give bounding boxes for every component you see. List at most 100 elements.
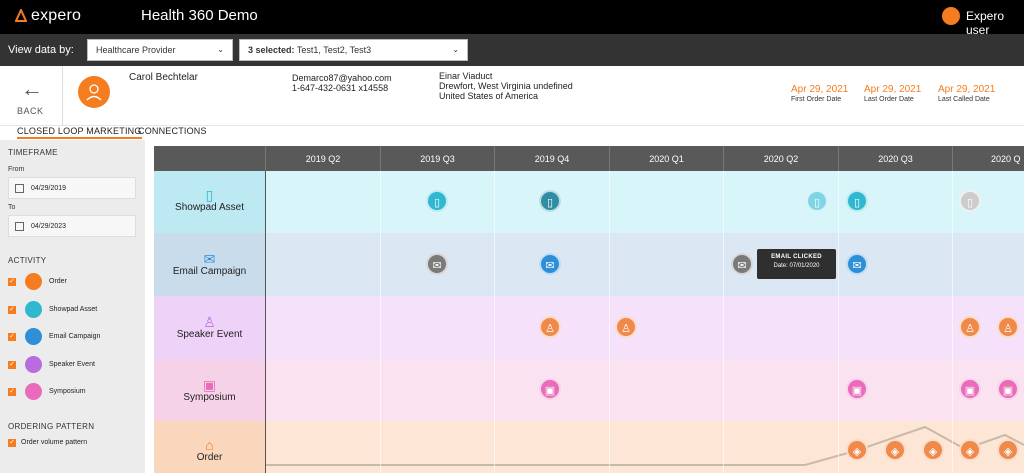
row-label-text: Order [196, 452, 223, 463]
to-date-value: 04/29/2023 [31, 223, 67, 230]
divider [838, 171, 839, 473]
checkbox[interactable]: ✓ [8, 333, 16, 341]
podium-icon[interactable]: ♙ [539, 316, 561, 338]
provider-select-value: Healthcare Provider [96, 45, 176, 55]
podium-icon[interactable]: ♙ [615, 316, 637, 338]
row-label-text: Speaker Event [176, 329, 243, 340]
row-label: ⌂ Order [154, 421, 265, 473]
envelope-icon [25, 328, 42, 345]
address-line: Drewfort, West Virginia undefined [439, 81, 573, 91]
back-label: BACK [17, 106, 44, 116]
podium-icon [25, 356, 42, 373]
timeline-grid: 2019 Q2 2019 Q3 2019 Q4 2020 Q1 2020 Q2 … [154, 146, 1024, 473]
tooltip-title: EMAIL CLICKED [771, 254, 822, 260]
last-order-date: Apr 29, 2021 Last Order Date [864, 84, 921, 103]
badge-icon[interactable]: ▣ [997, 378, 1019, 400]
tab-connections[interactable]: CONNECTIONS [138, 126, 207, 136]
activity-speaker-event[interactable]: ✓ Speaker Event [8, 356, 138, 374]
provider-select[interactable]: Healthcare Provider ⌄ [87, 39, 233, 61]
top-bar: expero Health 360 Demo Expero user [0, 0, 1024, 37]
divider [609, 171, 610, 473]
tag-icon[interactable]: ◈ [997, 439, 1019, 461]
patient-avatar [78, 76, 110, 108]
calendar-icon [15, 222, 24, 231]
ordering-heading: ORDERING PATTERN [8, 422, 95, 431]
app-title: Health 360 Demo [141, 7, 258, 24]
podium-icon[interactable]: ♙ [997, 316, 1019, 338]
envelope-icon[interactable]: ✉ [539, 253, 561, 275]
activity-label: Order [49, 278, 67, 285]
tablet-icon[interactable]: ▯ [539, 190, 561, 212]
envelope-icon: ✉ [203, 251, 216, 267]
row-label: ▯ Showpad Asset [154, 171, 265, 233]
address-line: United States of America [439, 91, 539, 101]
tab-closed-loop-marketing[interactable]: CLOSED LOOP MARKETING [17, 126, 142, 139]
date-label: Last Order Date [864, 96, 914, 103]
tag-icon[interactable]: ◈ [922, 439, 944, 461]
tablet-icon[interactable]: ▯ [846, 190, 868, 212]
last-called-date: Apr 29, 2021 Last Called Date [938, 84, 995, 103]
row-order: ⌂ Order ◈ ◈ ◈ ◈ ◈ [154, 421, 1024, 473]
arrow-left-icon: ← [21, 76, 43, 101]
activity-showpad-asset[interactable]: ✓ Showpad Asset [8, 301, 138, 319]
ordering-option[interactable]: ✓ Order volume pattern [8, 434, 138, 452]
tablet-icon[interactable]: ▯ [426, 190, 448, 212]
tag-icon[interactable]: ◈ [884, 439, 906, 461]
quarter-label: 2020 Q [952, 146, 1024, 171]
tag-icon[interactable]: ◈ [959, 439, 981, 461]
podium-icon: ♙ [203, 314, 216, 330]
date-value: Apr 29, 2021 [791, 84, 849, 95]
envelope-icon[interactable]: ✉ [731, 253, 753, 275]
date-label: First Order Date [791, 96, 842, 103]
badge-icon: ▣ [202, 377, 217, 393]
tablet-icon[interactable]: ▯ [959, 190, 981, 212]
envelope-icon[interactable]: ✉ [846, 253, 868, 275]
chevron-down-icon: ⌄ [217, 45, 224, 54]
user-avatar-icon[interactable] [942, 7, 960, 25]
tag-icon[interactable]: ◈ [846, 439, 868, 461]
envelope-icon[interactable]: ✉ [426, 253, 448, 275]
event-tooltip: EMAIL CLICKED Date: 07/01/2020 [757, 249, 836, 279]
timeframe-heading: TIMEFRAME [8, 148, 58, 157]
badge-icon[interactable]: ▣ [846, 378, 868, 400]
quarter-label: 2020 Q3 [838, 146, 952, 171]
tablet-icon[interactable]: ▯ [806, 190, 828, 212]
row-label-text: Email Campaign [172, 266, 247, 277]
activity-email-campaign[interactable]: ✓ Email Campaign [8, 328, 138, 346]
row-email-campaign: ✉ Email Campaign ✉ ✉ ✉ ✉ [154, 233, 1024, 296]
tab-bar: CLOSED LOOP MARKETING CONNECTIONS [0, 126, 1024, 140]
badge-icon[interactable]: ▣ [959, 378, 981, 400]
back-button[interactable]: ← BACK [10, 74, 52, 119]
checkbox[interactable]: ✓ [8, 439, 16, 447]
podium-icon[interactable]: ♙ [959, 316, 981, 338]
tests-select[interactable]: 3 selected: Test1, Test2, Test3 ⌄ [239, 39, 468, 61]
address-line: Einar Viaduct [439, 71, 493, 81]
from-date-input[interactable]: 04/29/2019 [8, 177, 136, 199]
row-showpad-asset: ▯ Showpad Asset ▯ ▯ ▯ ▯ ▯ [154, 171, 1024, 233]
badge-icon[interactable]: ▣ [539, 378, 561, 400]
chevron-down-icon: ⌄ [452, 45, 459, 54]
sidebar: TIMEFRAME From 04/29/2019 To 04/29/2023 … [0, 140, 145, 473]
date-value: Apr 29, 2021 [864, 84, 922, 95]
row-label-text: Symposium [183, 392, 236, 403]
row-symposium: ▣ Symposium ▣ ▣ ▣ ▣ [154, 359, 1024, 421]
tooltip-date: Date: 07/01/2020 [773, 263, 820, 269]
activity-order[interactable]: ✓ Order [8, 273, 138, 291]
activity-label: Speaker Event [49, 361, 95, 368]
checkbox[interactable]: ✓ [8, 306, 16, 314]
logo-text: expero [31, 7, 82, 24]
checkbox[interactable]: ✓ [8, 361, 16, 369]
checkbox[interactable]: ✓ [8, 278, 16, 286]
activity-label: Email Campaign [49, 333, 101, 340]
divider [952, 171, 953, 473]
activity-symposium[interactable]: ✓ Symposium [8, 383, 138, 401]
from-date-value: 04/29/2019 [31, 185, 67, 192]
first-order-date: Apr 29, 2021 First Order Date [791, 84, 848, 103]
user-name[interactable]: Expero user [966, 9, 1005, 37]
doctor-icon [86, 84, 102, 101]
checkbox[interactable]: ✓ [8, 388, 16, 396]
tag-icon [25, 273, 42, 290]
tests-select-value: Test1, Test2, Test3 [294, 45, 372, 55]
to-date-input[interactable]: 04/29/2023 [8, 215, 136, 237]
divider [62, 66, 63, 126]
